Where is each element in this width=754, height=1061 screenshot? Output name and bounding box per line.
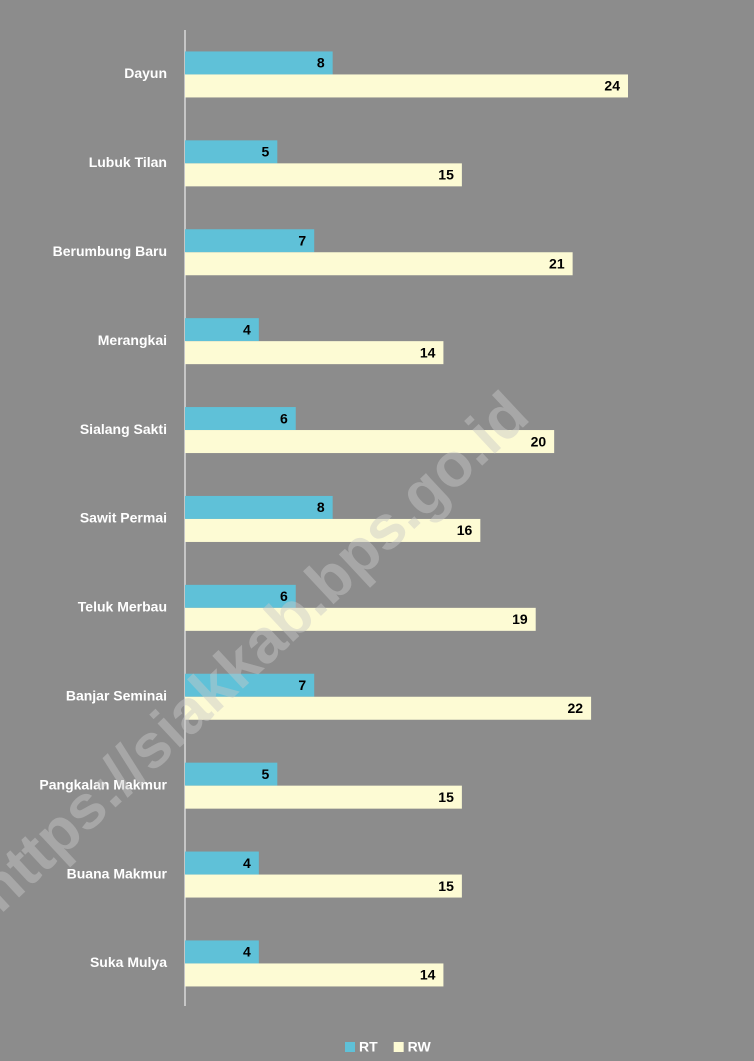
data-label: 24: [604, 78, 620, 94]
legend-label: RW: [408, 1039, 432, 1055]
watermark: https://siakkab.bps.go.id: [0, 379, 542, 925]
bar: [185, 51, 333, 75]
category-label: Sialang Sakti: [80, 421, 167, 437]
bar: [185, 495, 333, 519]
bar: [185, 341, 444, 365]
data-label: 5: [261, 144, 269, 160]
bar: [185, 407, 296, 431]
data-label: 7: [298, 677, 306, 693]
bar: [185, 163, 462, 187]
legend-swatch: [393, 1042, 404, 1052]
data-label: 14: [420, 344, 436, 360]
category-label: Banjar Seminai: [66, 687, 167, 703]
bar: [185, 140, 278, 164]
data-label: 15: [438, 789, 454, 805]
bar: [185, 696, 592, 720]
data-label: 21: [549, 255, 565, 271]
bar: [185, 673, 315, 697]
bar: [185, 252, 573, 276]
category-label: Berumbung Baru: [53, 243, 167, 259]
category-label: Dayun: [124, 65, 167, 81]
data-label: 6: [280, 410, 288, 426]
data-label: 8: [317, 499, 325, 515]
data-label: 20: [531, 433, 547, 449]
category-label: Pangkalan Makmur: [39, 776, 167, 792]
bar: [185, 229, 315, 253]
category-label: Buana Makmur: [67, 865, 168, 881]
bar: [185, 762, 278, 786]
category-label: Sawit Permai: [80, 510, 167, 526]
bar: [185, 785, 462, 809]
category-label: Merangkai: [98, 332, 167, 348]
data-label: 8: [317, 55, 325, 71]
data-label: 6: [280, 588, 288, 604]
category-label: Teluk Merbau: [78, 599, 167, 615]
bar: [185, 940, 259, 964]
data-label: 5: [261, 766, 269, 782]
category-label: Suka Mulya: [90, 954, 167, 970]
data-label: 15: [438, 878, 454, 894]
bar: [185, 74, 628, 98]
bar: [185, 874, 462, 898]
bar: [185, 430, 555, 454]
legend-swatch: [345, 1042, 355, 1052]
data-label: 15: [438, 167, 454, 183]
bar: [185, 518, 481, 542]
data-label: 22: [568, 700, 584, 716]
data-label: 4: [243, 321, 251, 337]
bar: [185, 584, 296, 608]
bar: [185, 318, 259, 342]
legend-label: RT: [359, 1039, 378, 1055]
bar: [185, 963, 444, 987]
data-label: 19: [512, 611, 528, 627]
data-label: 14: [420, 967, 436, 983]
data-label: 7: [298, 232, 306, 248]
data-label: 16: [457, 522, 473, 538]
category-label: Lubuk Tilan: [89, 154, 167, 170]
bar: [185, 851, 259, 875]
data-label: 4: [243, 855, 251, 871]
data-label: 4: [243, 944, 251, 960]
bar: [185, 607, 536, 631]
